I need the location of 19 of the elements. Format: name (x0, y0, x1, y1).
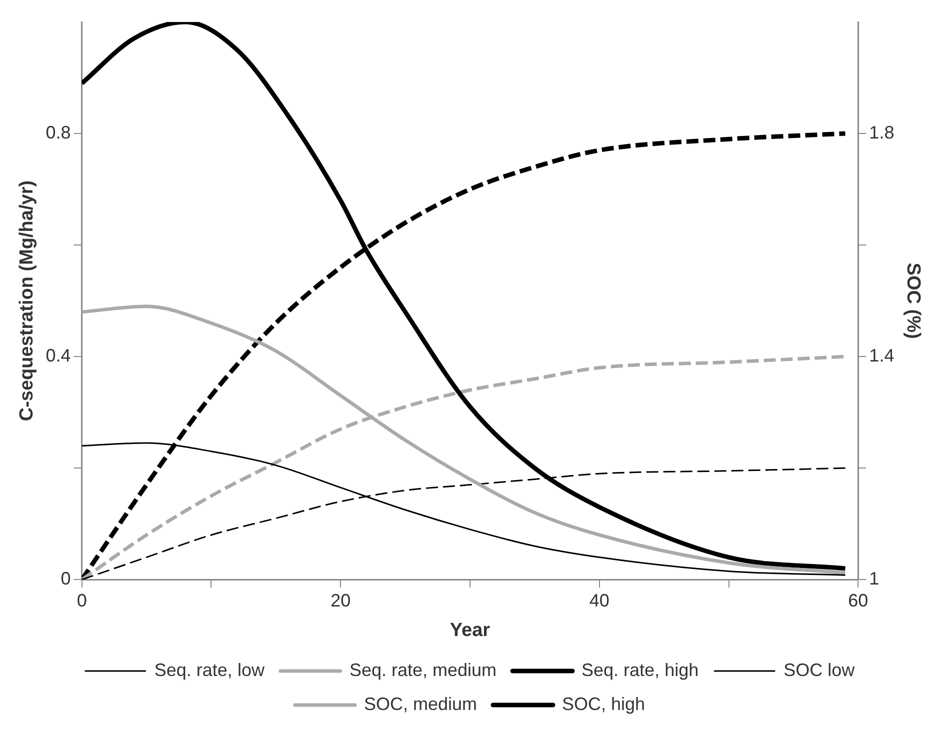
y2-tick-label: 1 (869, 568, 880, 589)
legend-label: Seq. rate, medium (349, 660, 497, 680)
x-tick-label: 20 (330, 590, 351, 610)
y-tick-label: 0.8 (46, 122, 71, 142)
legend-label: Seq. rate, high (582, 660, 699, 680)
y-axis-title: C-sequestration (Mg/ha/yr) (16, 180, 38, 422)
x-tick-label: 40 (589, 590, 610, 610)
x-axis-title: Year (450, 620, 491, 641)
legend-label: SOC low (784, 660, 856, 680)
legend-label: SOC, medium (364, 694, 477, 714)
x-tick-label: 0 (76, 590, 87, 610)
y-tick-label: 0 (60, 568, 71, 589)
y-tick-label: 0.4 (46, 346, 71, 366)
y2-tick-label: 1.4 (869, 346, 894, 366)
legend-label: Seq. rate, low (154, 660, 266, 680)
legend-label: SOC, high (562, 694, 646, 714)
x-tick-label: 60 (848, 590, 868, 610)
y2-tick-label: 1.8 (869, 122, 894, 142)
y2-axis-title: SOC (%) (902, 262, 924, 339)
